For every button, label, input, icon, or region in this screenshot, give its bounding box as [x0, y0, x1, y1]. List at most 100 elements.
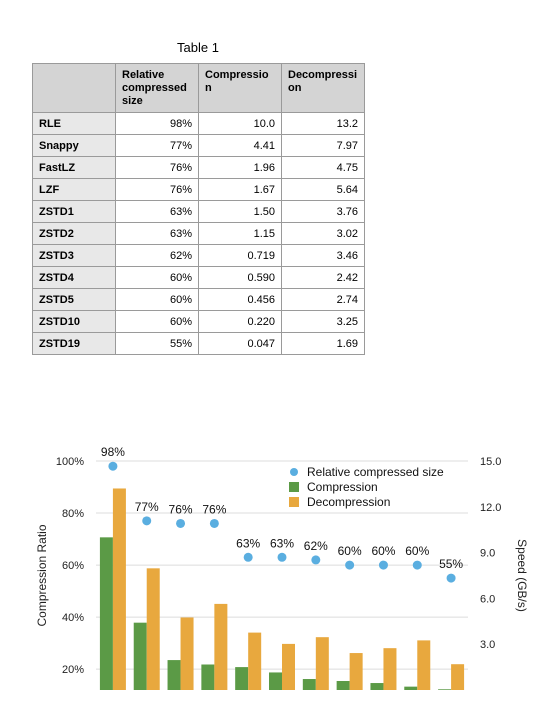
- cell-compression: 10.0: [198, 112, 282, 135]
- relative-size-point: [209, 518, 219, 528]
- decompression-bar: [282, 643, 295, 690]
- table-row: Snappy 77% 4.41 7.97: [32, 134, 365, 157]
- cell-decompression: 3.76: [281, 200, 365, 223]
- decompression-bar: [180, 617, 194, 690]
- legend-label-compression: Compression: [307, 480, 378, 494]
- relative-size-point: [412, 560, 422, 570]
- y2-tick-label: 6.0: [480, 593, 495, 605]
- y-tick-label: 60%: [62, 560, 84, 572]
- cell-size: 55%: [115, 332, 199, 355]
- compression-bar: [370, 683, 384, 690]
- cell-decompression: 7.97: [281, 134, 365, 157]
- compression-bar: [167, 660, 181, 690]
- compression-bar: [269, 672, 282, 690]
- row-name: LZF: [32, 178, 116, 201]
- row-name: ZSTD1: [32, 200, 116, 223]
- compression-bar: [302, 679, 316, 690]
- table-row: LZF 76% 1.67 5.64: [32, 178, 365, 201]
- cell-size: 63%: [115, 200, 199, 223]
- table-row: ZSTD10 60% 0.220 3.25: [32, 310, 365, 333]
- cell-size: 62%: [115, 244, 199, 267]
- compression-chart: 20% 40% 60% 80% 100% 3.0 6.0 9.0 12.0 15.0 Compres…: [35, 445, 529, 690]
- header-text: compressed: [122, 82, 187, 94]
- header-text: Decompressi: [288, 69, 358, 81]
- header-text: on: [288, 82, 302, 94]
- cell-decompression: 3.25: [281, 310, 365, 333]
- cell-compression: 0.220: [198, 310, 282, 333]
- cell-size: 60%: [115, 310, 199, 333]
- header-text: Compressio: [205, 69, 269, 81]
- decompression-bar: [349, 653, 363, 690]
- relative-size-label: 62%: [304, 539, 328, 553]
- row-name: FastLZ: [32, 156, 116, 179]
- header-text: size: [122, 95, 143, 107]
- decompression-bar: [451, 664, 465, 690]
- header-decompression: Decompressi on: [281, 63, 365, 113]
- y2-axis-label: Speed (GB/s): [515, 539, 529, 612]
- relative-size-label: 63%: [270, 536, 294, 550]
- table-row: ZSTD5 60% 0.456 2.74: [32, 288, 365, 311]
- cell-decompression: 2.42: [281, 266, 365, 289]
- relative-size-label: 77%: [135, 500, 159, 514]
- relative-size-label: 60%: [371, 544, 395, 558]
- cell-compression: 1.96: [198, 156, 282, 179]
- relative-size-point: [345, 560, 355, 570]
- compression-bar: [201, 664, 215, 690]
- compression-bar: [404, 686, 418, 690]
- decompression-bar: [248, 632, 262, 690]
- cell-compression: 0.719: [198, 244, 282, 267]
- compression-bar: [99, 537, 113, 690]
- table-body: RLE 98% 10.0 13.2 Snappy 77% 4.41 7.97 FastLZ 76%…: [32, 112, 365, 355]
- relative-size-point: [446, 573, 456, 583]
- relative-size-label: 60%: [405, 544, 429, 558]
- compression-bar: [235, 667, 249, 690]
- cell-decompression: 3.02: [281, 222, 365, 245]
- table-title: Table 1: [177, 40, 219, 55]
- cell-compression: 0.456: [198, 288, 282, 311]
- y2-tick-label: 9.0: [480, 548, 495, 560]
- cell-size: 60%: [115, 266, 199, 289]
- relative-size-point: [277, 552, 287, 562]
- table-row: ZSTD1 63% 1.50 3.76: [32, 200, 365, 223]
- decompression-bar: [112, 488, 126, 690]
- compression-bar: [438, 689, 452, 690]
- relative-size-point: [142, 516, 152, 526]
- table-row: ZSTD4 60% 0.590 2.42: [32, 266, 365, 289]
- header-relative-size: Relative compressed size: [115, 63, 199, 113]
- row-name: ZSTD4: [32, 266, 116, 289]
- cell-decompression: 4.75: [281, 156, 365, 179]
- header-empty: [32, 63, 116, 113]
- row-name: ZSTD2: [32, 222, 116, 245]
- legend-swatch-compression: [289, 482, 299, 492]
- y-tick-label: 100%: [56, 456, 84, 468]
- compression-bar: [133, 622, 147, 690]
- row-name: RLE: [32, 112, 116, 135]
- y2-tick-label: 15.0: [480, 456, 501, 468]
- cell-compression: 4.41: [198, 134, 282, 157]
- relative-size-label: 76%: [169, 502, 193, 516]
- relative-size-point: [176, 518, 186, 528]
- compression-bar: [336, 680, 350, 690]
- relative-size-point: [378, 560, 388, 570]
- cell-compression: 1.15: [198, 222, 282, 245]
- row-name: ZSTD10: [32, 310, 116, 333]
- header-text: Relative: [122, 69, 165, 81]
- relative-size-label: 60%: [338, 544, 362, 558]
- cell-decompression: 3.46: [281, 244, 365, 267]
- relative-size-point: [243, 552, 253, 562]
- cell-compression: 1.67: [198, 178, 282, 201]
- table-row: ZSTD19 55% 0.047 1.69: [32, 332, 365, 355]
- decompression-bar: [383, 648, 397, 690]
- relative-size-label: 98%: [101, 445, 125, 459]
- y2-tick-label: 12.0: [480, 502, 501, 514]
- y-axis-label: Compression Ratio: [35, 524, 49, 626]
- legend-label-relative: Relative compressed size: [307, 465, 444, 479]
- y2-tick-label: 3.0: [480, 639, 495, 651]
- cell-size: 63%: [115, 222, 199, 245]
- data-table: Relative compressed size Compressio n Decom…: [32, 63, 365, 355]
- table-header-row: Relative compressed size Compressio n Decom…: [32, 63, 365, 113]
- relative-size-label: 76%: [202, 502, 226, 516]
- cell-decompression: 2.74: [281, 288, 365, 311]
- header-text: n: [205, 82, 212, 94]
- cell-decompression: 13.2: [281, 112, 365, 135]
